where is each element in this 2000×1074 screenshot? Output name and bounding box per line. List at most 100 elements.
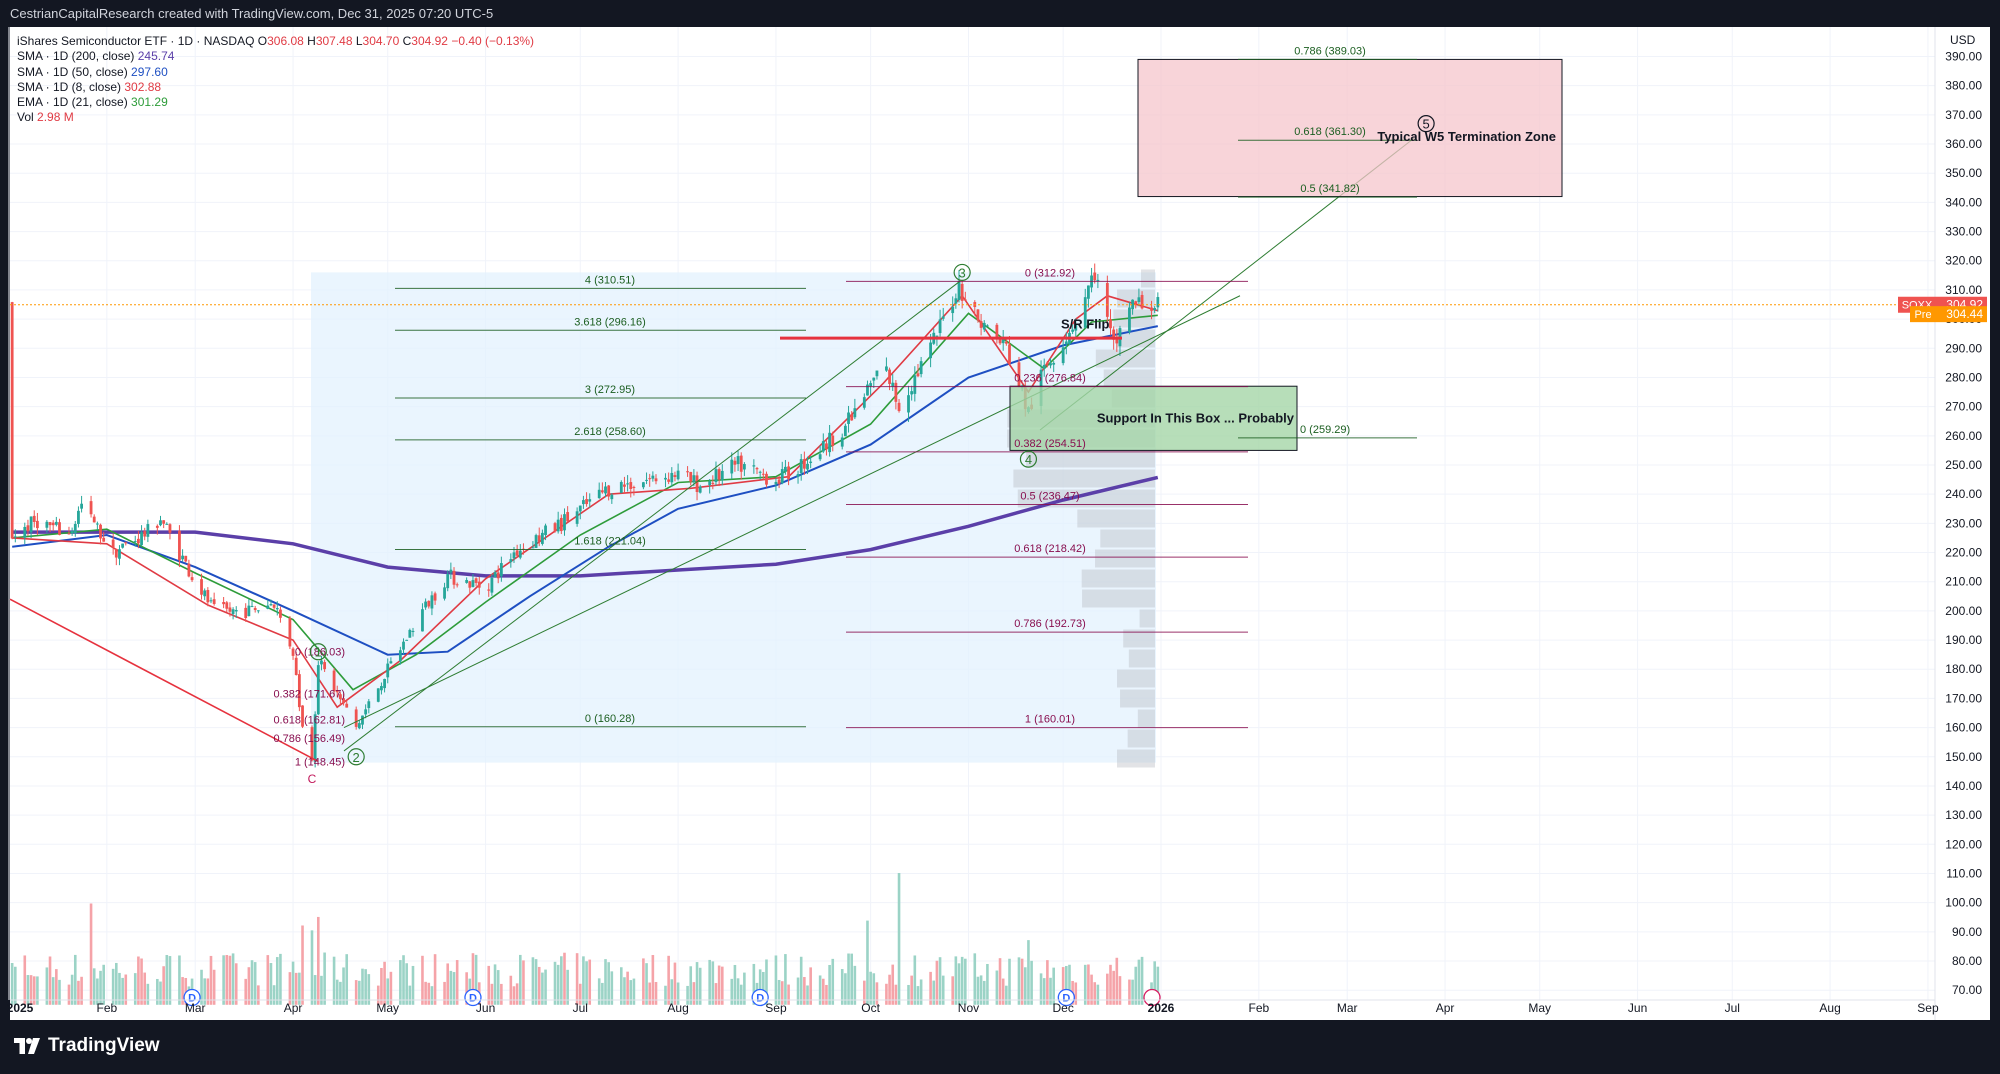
candle-body — [850, 414, 854, 421]
candle-body — [313, 714, 317, 762]
candle-body — [982, 322, 986, 330]
volume-profile-bar — [1127, 729, 1155, 748]
candle-body — [496, 572, 500, 579]
candle-body — [288, 618, 292, 647]
volume-bar — [1005, 985, 1008, 1005]
volume-bar — [124, 974, 128, 1005]
volume-profile-bar — [1117, 289, 1155, 308]
volume-bar — [758, 969, 762, 1005]
volume-profile-bar — [1128, 649, 1155, 668]
candle-body — [405, 639, 409, 641]
volume-bar — [143, 972, 147, 1005]
volume-bar — [853, 965, 857, 1005]
volume-bar — [973, 953, 977, 1005]
candle-body — [957, 280, 961, 301]
candle-body — [742, 464, 746, 470]
indicator-value: 302.88 — [124, 79, 162, 94]
volume-bar — [323, 952, 326, 1005]
candle-body — [1156, 297, 1160, 308]
time-axis-tick: Mar — [185, 1001, 206, 1015]
volume-bar — [23, 955, 27, 1005]
ma-line — [12, 294, 1159, 709]
volume-bar — [872, 973, 876, 1005]
volume-bar — [408, 985, 412, 1005]
candle-body — [537, 535, 541, 542]
fib-label: 3.618 (296.16) — [574, 316, 646, 328]
candle-body — [1109, 319, 1112, 329]
candle-body — [471, 580, 475, 587]
volume-bar — [619, 967, 623, 1005]
volume-profile-bar — [1095, 549, 1155, 568]
volume-bar — [266, 955, 270, 1005]
legend-indicator-sma200[interactable]: SMA · 1D (200, close) 245.74 — [17, 49, 534, 64]
volume-bar — [1134, 966, 1138, 1005]
volume-profile-bar — [1117, 669, 1155, 688]
volume-bar — [80, 976, 83, 1005]
legend-indicator-volume[interactable]: Vol 2.98 M — [17, 110, 534, 125]
price-axis-tick: 110.00 — [1946, 866, 1982, 880]
candle-body — [1112, 329, 1116, 340]
tradingview-logo[interactable]: TradingView — [14, 1035, 160, 1057]
candle-body — [714, 469, 718, 483]
support-box — [1009, 385, 1298, 451]
candle-body — [597, 489, 601, 499]
fib-label: 0 (312.92) — [1025, 267, 1075, 279]
candle-body — [935, 335, 939, 337]
candle-body — [234, 610, 238, 612]
volume-bar — [566, 969, 569, 1005]
legend-indicator-sma8[interactable]: SMA · 1D (8, close) 302.88 — [17, 80, 534, 95]
candle-body — [402, 641, 405, 650]
candle-body — [619, 482, 623, 493]
volume-bar — [894, 984, 898, 1005]
candle-body — [1131, 299, 1134, 310]
candle-body — [465, 580, 469, 583]
volume-bar — [455, 960, 459, 1005]
candle-body — [490, 577, 494, 593]
volume-bar — [288, 972, 292, 1005]
fib-label: 0.786 (389.03) — [1294, 45, 1366, 57]
candle-body — [733, 460, 737, 465]
candle-body — [588, 499, 592, 502]
legend-indicator-ema21[interactable]: EMA · 1D (21, close) 301.29 — [17, 95, 534, 110]
candle-body — [910, 391, 914, 395]
candle-body — [1137, 297, 1141, 302]
volume-bar — [234, 963, 238, 1005]
price-axis-tick: 90.00 — [1952, 925, 1982, 939]
candle-body — [168, 524, 172, 533]
candle-body — [1128, 307, 1131, 332]
candle-body — [332, 670, 336, 692]
candle-body — [92, 516, 96, 523]
volume-bar — [986, 963, 989, 1005]
volume-bar — [159, 981, 162, 1005]
ohlc-low-key: L — [355, 34, 363, 48]
legend-indicator-sma50[interactable]: SMA · 1D (50, close) 297.60 — [17, 65, 534, 80]
price-axis-tick: 160.00 — [1945, 721, 1982, 735]
legend-symbol-row[interactable]: iShares Semiconductor ETF · 1D · NASDAQ … — [17, 34, 534, 49]
volume-bar — [765, 959, 768, 1005]
candle-body — [13, 536, 17, 538]
volume-bar — [222, 955, 225, 1005]
candle-body — [758, 471, 762, 473]
candle-body — [825, 443, 828, 450]
time-axis-tick: Apr — [1436, 1001, 1455, 1015]
volume-bar — [623, 977, 626, 1005]
volume-bar — [178, 955, 181, 1005]
candle-body — [253, 608, 257, 610]
candle-body — [184, 555, 188, 562]
candle-body — [269, 604, 273, 606]
volume-bar — [560, 956, 563, 1005]
volume-bar — [809, 967, 812, 1005]
volume-bar — [421, 955, 424, 1005]
volume-bar — [301, 925, 304, 1005]
volume-bar — [645, 963, 648, 1005]
volume-bar — [522, 960, 525, 1005]
time-axis-tick: Jul — [573, 1001, 588, 1015]
price-axis-tick: 380.00 — [1945, 79, 1982, 93]
volume-bar — [383, 961, 386, 1005]
candle-body — [802, 459, 806, 469]
candle-body — [1074, 324, 1078, 331]
volume-bar — [168, 956, 172, 1005]
volume-bar — [1118, 976, 1122, 1005]
candle-body — [493, 572, 497, 578]
